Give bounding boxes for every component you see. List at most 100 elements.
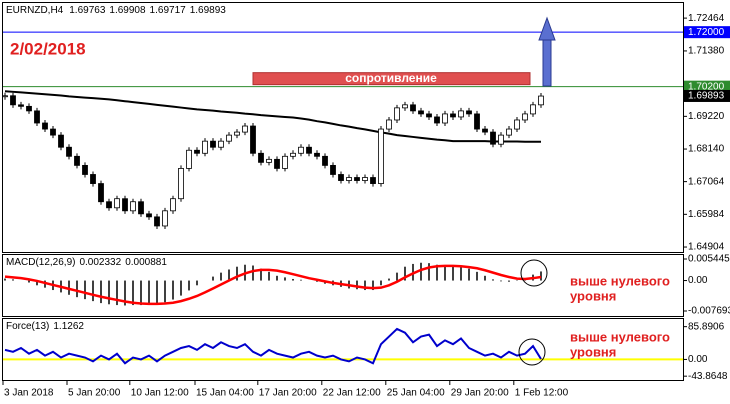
highlight-circle bbox=[520, 259, 548, 287]
level-label-bg bbox=[684, 80, 730, 93]
plot-layer: 1.72464 1.71380 1.69220 1.68140 1.67064 1.659… bbox=[2, 13, 730, 399]
arrow-head bbox=[538, 16, 556, 41]
candle bbox=[74, 155, 80, 166]
candle bbox=[122, 198, 128, 212]
candle bbox=[498, 134, 504, 145]
open: 1.69763 bbox=[69, 5, 106, 16]
candle bbox=[434, 116, 440, 124]
header: EURNZD,H4 1.69763 1.69908 1.69717 1.69893 bbox=[6, 5, 226, 16]
y-tick-label: -0.007693 bbox=[688, 306, 730, 317]
candle bbox=[410, 104, 416, 112]
candle bbox=[138, 201, 144, 215]
x-tick-label: 10 Jan 12:00 bbox=[131, 388, 189, 399]
x-tick-label: 1 Feb 12:00 bbox=[515, 388, 569, 399]
force-header: Force(13) 1.1262 bbox=[6, 321, 84, 332]
candle bbox=[26, 105, 32, 112]
candle bbox=[306, 146, 312, 154]
candle bbox=[210, 140, 216, 148]
candle bbox=[538, 95, 544, 106]
candle bbox=[466, 110, 472, 115]
y-tick-label: 85.8906 bbox=[688, 321, 725, 332]
candle bbox=[402, 104, 408, 109]
candle bbox=[194, 149, 200, 154]
y-tick-label: 0.00 bbox=[688, 275, 708, 286]
macd-note: выше нулевого bbox=[570, 273, 670, 288]
candle bbox=[514, 119, 520, 130]
candle bbox=[114, 198, 120, 209]
y-tick-label: 0.005445 bbox=[688, 254, 730, 265]
candle bbox=[2, 95, 8, 98]
candle bbox=[42, 122, 48, 130]
candle bbox=[34, 110, 40, 124]
candle bbox=[490, 131, 496, 145]
candle bbox=[282, 155, 288, 169]
candle bbox=[170, 198, 176, 212]
candle bbox=[106, 201, 112, 209]
x-tick-label: 25 Jan 04:00 bbox=[387, 388, 445, 399]
y-tick-label: 0.00 bbox=[688, 354, 708, 365]
candle bbox=[346, 177, 352, 181]
close: 1.69893 bbox=[190, 5, 227, 16]
candle bbox=[426, 113, 432, 118]
candle bbox=[370, 177, 376, 184]
macd-readout: 0.000881 bbox=[125, 257, 167, 268]
macd-signal bbox=[4, 264, 542, 306]
candle bbox=[50, 128, 56, 136]
candle bbox=[442, 113, 448, 124]
candle bbox=[458, 110, 464, 118]
candle bbox=[258, 152, 264, 163]
candle bbox=[314, 152, 320, 157]
candle bbox=[266, 158, 272, 163]
candle bbox=[178, 168, 184, 200]
candle bbox=[354, 177, 360, 181]
candle bbox=[250, 125, 256, 154]
candle bbox=[474, 113, 480, 130]
candle bbox=[330, 164, 336, 175]
candle bbox=[386, 119, 392, 130]
resistance-label: сопротивление bbox=[345, 71, 437, 85]
up-arrow bbox=[538, 16, 556, 87]
low: 1.69717 bbox=[150, 5, 187, 16]
y-tick-label: 1.65984 bbox=[688, 209, 725, 220]
candle bbox=[90, 174, 96, 184]
candle bbox=[186, 149, 192, 169]
candle bbox=[242, 125, 248, 133]
date-annotation: 2/02/2018 bbox=[10, 39, 86, 58]
candle bbox=[274, 158, 280, 169]
level-label: 1.70200 bbox=[688, 81, 725, 92]
candle bbox=[82, 164, 88, 175]
force-line bbox=[4, 327, 542, 365]
macd-note: уровня bbox=[570, 288, 616, 303]
y-tick-label: 1.69220 bbox=[688, 111, 725, 122]
highlight-circle bbox=[518, 338, 546, 366]
symbol: EURNZD,H4 bbox=[6, 5, 64, 16]
candle bbox=[226, 134, 232, 142]
main-panel bbox=[2, 2, 684, 253]
x-tick-label: 5 Jan 20:00 bbox=[68, 388, 121, 399]
candle bbox=[162, 210, 168, 227]
force-panel bbox=[2, 318, 684, 381]
candle bbox=[522, 113, 528, 121]
candle bbox=[218, 140, 224, 148]
ma-slow bbox=[4, 90, 541, 143]
y-tick-label: 1.71380 bbox=[688, 46, 725, 57]
price-label-bg bbox=[684, 89, 730, 102]
x-tick-label: 17 Jan 20:00 bbox=[259, 388, 317, 399]
level-label-bg bbox=[684, 26, 730, 39]
candle bbox=[530, 104, 536, 115]
candle bbox=[394, 107, 400, 121]
candle bbox=[418, 110, 424, 115]
candle bbox=[482, 128, 488, 133]
candle bbox=[338, 174, 344, 181]
candle bbox=[130, 201, 136, 212]
resistance-zone bbox=[252, 72, 531, 86]
x-tick-label: 15 Jan 04:00 bbox=[196, 388, 254, 399]
candle bbox=[298, 146, 304, 154]
candle bbox=[154, 216, 160, 227]
force-note: выше нулевого bbox=[570, 329, 670, 344]
candle bbox=[450, 113, 456, 118]
force-title: Force(13) bbox=[6, 321, 49, 332]
x-tick-label: 29 Jan 20:00 bbox=[451, 388, 509, 399]
